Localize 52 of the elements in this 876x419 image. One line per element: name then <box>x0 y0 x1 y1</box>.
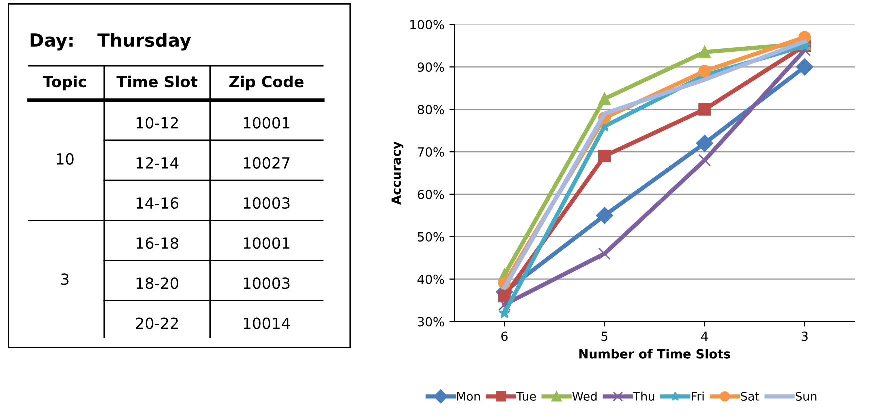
x-tick-label: 6 <box>502 332 508 342</box>
text: 10003 <box>244 197 290 210</box>
point <box>498 298 511 312</box>
y-tick-label: 100% <box>410 20 444 30</box>
point <box>696 135 714 152</box>
text: 10003 <box>244 278 290 290</box>
text: 3 <box>61 274 69 286</box>
point <box>598 248 612 260</box>
y-tick-label: 30% <box>418 317 444 327</box>
text: 10027 <box>244 157 290 169</box>
text: 12-14 <box>136 157 179 169</box>
x-axis-title: Number of Time Slots <box>580 349 731 359</box>
category-label: Time Slot <box>116 76 198 88</box>
point <box>596 207 614 224</box>
point <box>598 150 612 163</box>
text: 18-20 <box>136 278 179 290</box>
x-tick-label: 5 <box>602 332 608 342</box>
legend-label: Fri <box>692 392 704 401</box>
point <box>698 103 712 116</box>
legend-label: Mon <box>457 392 480 401</box>
text: 10 <box>57 153 74 165</box>
y-tick-label: 50% <box>418 232 444 242</box>
legend-label: Thu <box>633 392 654 401</box>
text: 10-12 <box>136 117 178 129</box>
point <box>498 307 511 318</box>
text: 10001 <box>244 238 290 250</box>
y-tick-label: 90% <box>418 62 444 72</box>
x-tick-label: 4 <box>701 332 708 342</box>
y-tick-label: 60% <box>418 190 444 200</box>
y-axis-title: Accuracy <box>392 142 404 205</box>
text: 10014 <box>244 318 290 330</box>
legend-label: Tue <box>516 392 536 401</box>
category-label: Zip Code <box>230 76 304 91</box>
text: 10001 <box>244 117 290 129</box>
legend-label: Wed <box>572 392 597 401</box>
point <box>598 92 612 106</box>
point <box>698 65 712 78</box>
y-tick-label: 70% <box>418 148 444 157</box>
x-tick-label: 3 <box>802 332 808 342</box>
text: Day: <box>30 34 73 51</box>
text: 20-22 <box>136 318 178 330</box>
y-tick-label: 80% <box>418 105 444 115</box>
point <box>796 58 814 76</box>
text: Thursday <box>98 33 192 51</box>
text: 14-16 <box>136 197 179 210</box>
text: 16-18 <box>136 238 179 250</box>
category-label: Topic <box>43 76 86 91</box>
legend-label: Sun <box>796 392 817 401</box>
point <box>698 46 712 59</box>
point <box>698 154 712 167</box>
legend-label: Sat <box>741 392 760 401</box>
y-tick-label: 40% <box>418 274 444 284</box>
